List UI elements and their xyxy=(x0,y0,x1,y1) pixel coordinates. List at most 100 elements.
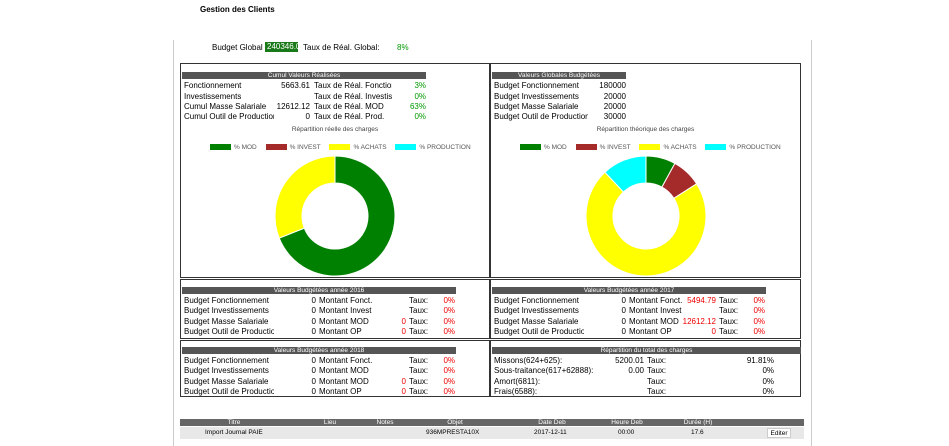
repartition-value: 5200.01 xyxy=(615,356,644,365)
annee2018-value: 0 xyxy=(311,377,316,386)
panel-cumul-realisees: Cumul Valeurs Réalisées Fonctionnement 5… xyxy=(180,63,490,278)
annee2016-montant-label: Montant Invest xyxy=(319,306,372,315)
annee2017-pct: 0% xyxy=(753,317,765,326)
slice-achats xyxy=(274,155,336,239)
annee2017-value: 0 xyxy=(621,296,626,305)
annee2016-taux-label: Taux: xyxy=(409,317,429,326)
annee2018-taux-label: Taux: xyxy=(409,377,429,386)
repartition-label: Amort(6811): xyxy=(494,377,541,386)
globales-value: 20000 xyxy=(603,92,626,101)
legend-item-invest: % INVEST xyxy=(265,144,321,151)
swatch-invest xyxy=(575,144,597,151)
annee2018-pct: 0% xyxy=(443,387,455,396)
edit-button[interactable]: Editer xyxy=(767,428,791,438)
repartition-label: Frais(6588): xyxy=(494,387,538,396)
annee2016-label: Budget Outil de Production xyxy=(184,327,274,336)
legend-item-mod: % MOD xyxy=(520,144,567,151)
annee2018-pct: 0% xyxy=(443,356,455,365)
cumul-value: 0 xyxy=(305,112,310,121)
annee2016-montant: 0 xyxy=(401,327,406,336)
annee2017-value: 0 xyxy=(621,317,626,326)
annee2016-header: Valeurs Budgétées année 2016 xyxy=(182,287,456,294)
col-titre: Titre xyxy=(227,419,241,426)
annee2017-montant: 12612.12 xyxy=(682,317,716,326)
cell-duree: 17.6 xyxy=(691,429,704,436)
col-lieu: Lieu xyxy=(323,419,337,426)
taux-global-label: Taux de Réal. Global: xyxy=(303,43,380,52)
repartition-pct: 0% xyxy=(762,377,774,386)
annee2018-label: Budget Fonctionnement xyxy=(184,356,269,365)
globales-label: Budget Fonctionnement xyxy=(494,81,579,90)
cumul-label: Fonctionnement xyxy=(184,81,242,90)
annee2016-value: 0 xyxy=(311,327,316,336)
swatch-invest xyxy=(265,144,287,151)
annee2017-montant-label: Montant MOD xyxy=(629,317,679,326)
cumul-pct: 63% xyxy=(409,102,426,111)
annee2017-value: 0 xyxy=(621,306,626,315)
annee2016-value: 0 xyxy=(311,317,316,326)
legend-item-production: % PRODUCTION xyxy=(705,144,781,151)
annee2018-label: Budget Investissements xyxy=(184,366,269,375)
annee2018-pct: 0% xyxy=(443,366,455,375)
annee2016-montant-label: Montant MOD xyxy=(319,317,369,326)
legend-reelle: % MOD % INVEST % ACHATS % PRODUCTION xyxy=(210,144,478,151)
budget-global-value[interactable]: 240346.0 xyxy=(265,42,298,52)
col-duree: Durée (H) xyxy=(683,419,713,426)
annee2016-label: Budget Fonctionnement xyxy=(184,296,269,305)
globales-value: 180000 xyxy=(599,81,626,90)
annee2016-montant: 0 xyxy=(401,317,406,326)
chart-title-reelle: Répartition réelle des charges xyxy=(291,126,379,133)
annee2017-label: Budget Fonctionnement xyxy=(494,296,579,305)
cell-date: 2017-12-11 xyxy=(534,429,567,436)
cumul-header: Cumul Valeurs Réalisées xyxy=(182,72,426,79)
slice-mod xyxy=(278,155,396,277)
frame-border-left xyxy=(173,40,174,446)
annee2017-header: Valeurs Budgétées année 2017 xyxy=(492,287,766,294)
annee2017-taux-label: Taux: xyxy=(719,296,739,305)
annee2018-taux-label: Taux: xyxy=(409,387,429,396)
globales-label: Budget Investissements xyxy=(494,92,579,101)
table-row[interactable]: Import Journal PAIE 936MPRESTA10X 2017-1… xyxy=(180,427,804,439)
annee2018-value: 0 xyxy=(311,387,316,396)
annee2016-taux-label: Taux: xyxy=(409,296,429,305)
panel-annee-2018: Valeurs Budgétées année 2018 Budget Fonc… xyxy=(180,340,490,397)
annee2017-montant: 0 xyxy=(711,327,716,336)
repartition-label: Sous-traitance(617+62888): xyxy=(494,366,594,375)
globales-header: Valeurs Globales Budgétées xyxy=(492,72,626,79)
annee2017-label: Budget Masse Salariale xyxy=(494,317,579,326)
annee2018-montant-label: Montant OP xyxy=(319,387,362,396)
repartition-value: 0.00 xyxy=(628,366,644,375)
swatch-production xyxy=(705,144,727,151)
annee2017-taux-label: Taux: xyxy=(719,327,739,336)
annee2017-taux-label: Taux: xyxy=(719,306,739,315)
annee2017-pct: 0% xyxy=(753,327,765,336)
annee2016-label: Budget Investissements xyxy=(184,306,269,315)
cumul-taux-label: Taux de Réal. MOD xyxy=(314,102,384,111)
annee2017-label: Budget Investissements xyxy=(494,306,579,315)
repartition-taux-label: Taux: xyxy=(647,366,667,375)
swatch-mod xyxy=(520,144,541,151)
table-header: Titre Lieu Notes Objet Date Deb Heure De… xyxy=(180,419,804,426)
annee2018-value: 0 xyxy=(311,356,316,365)
panel-repartition-total: Répartition du total des charges Missons… xyxy=(490,340,801,397)
cumul-pct: 0% xyxy=(414,92,426,101)
annee2016-taux-label: Taux: xyxy=(409,327,429,336)
annee2016-montant-label: Montant OP xyxy=(319,327,362,336)
globales-value: 20000 xyxy=(603,102,626,111)
col-objet: Objet xyxy=(447,419,463,426)
repartition-taux-label: Taux: xyxy=(647,356,667,365)
annee2018-taux-label: Taux: xyxy=(409,356,429,365)
donut-chart-reelle xyxy=(274,155,396,277)
annee2017-pct: 0% xyxy=(753,306,765,315)
repartition-pct: 0% xyxy=(762,387,774,396)
annee2016-value: 0 xyxy=(311,306,316,315)
col-date-deb: Date Deb xyxy=(538,419,566,426)
globales-label: Budget Masse Salariale xyxy=(494,102,579,111)
repartition-pct: 0% xyxy=(762,366,774,375)
legend-item-achats: % ACHATS xyxy=(329,144,387,151)
annee2017-montant-label: Montant OP xyxy=(629,327,672,336)
legend-item-achats: % ACHATS xyxy=(639,144,697,151)
globales-value: 30000 xyxy=(603,112,626,121)
swatch-achats xyxy=(329,144,351,151)
annee2018-pct: 0% xyxy=(443,377,455,386)
